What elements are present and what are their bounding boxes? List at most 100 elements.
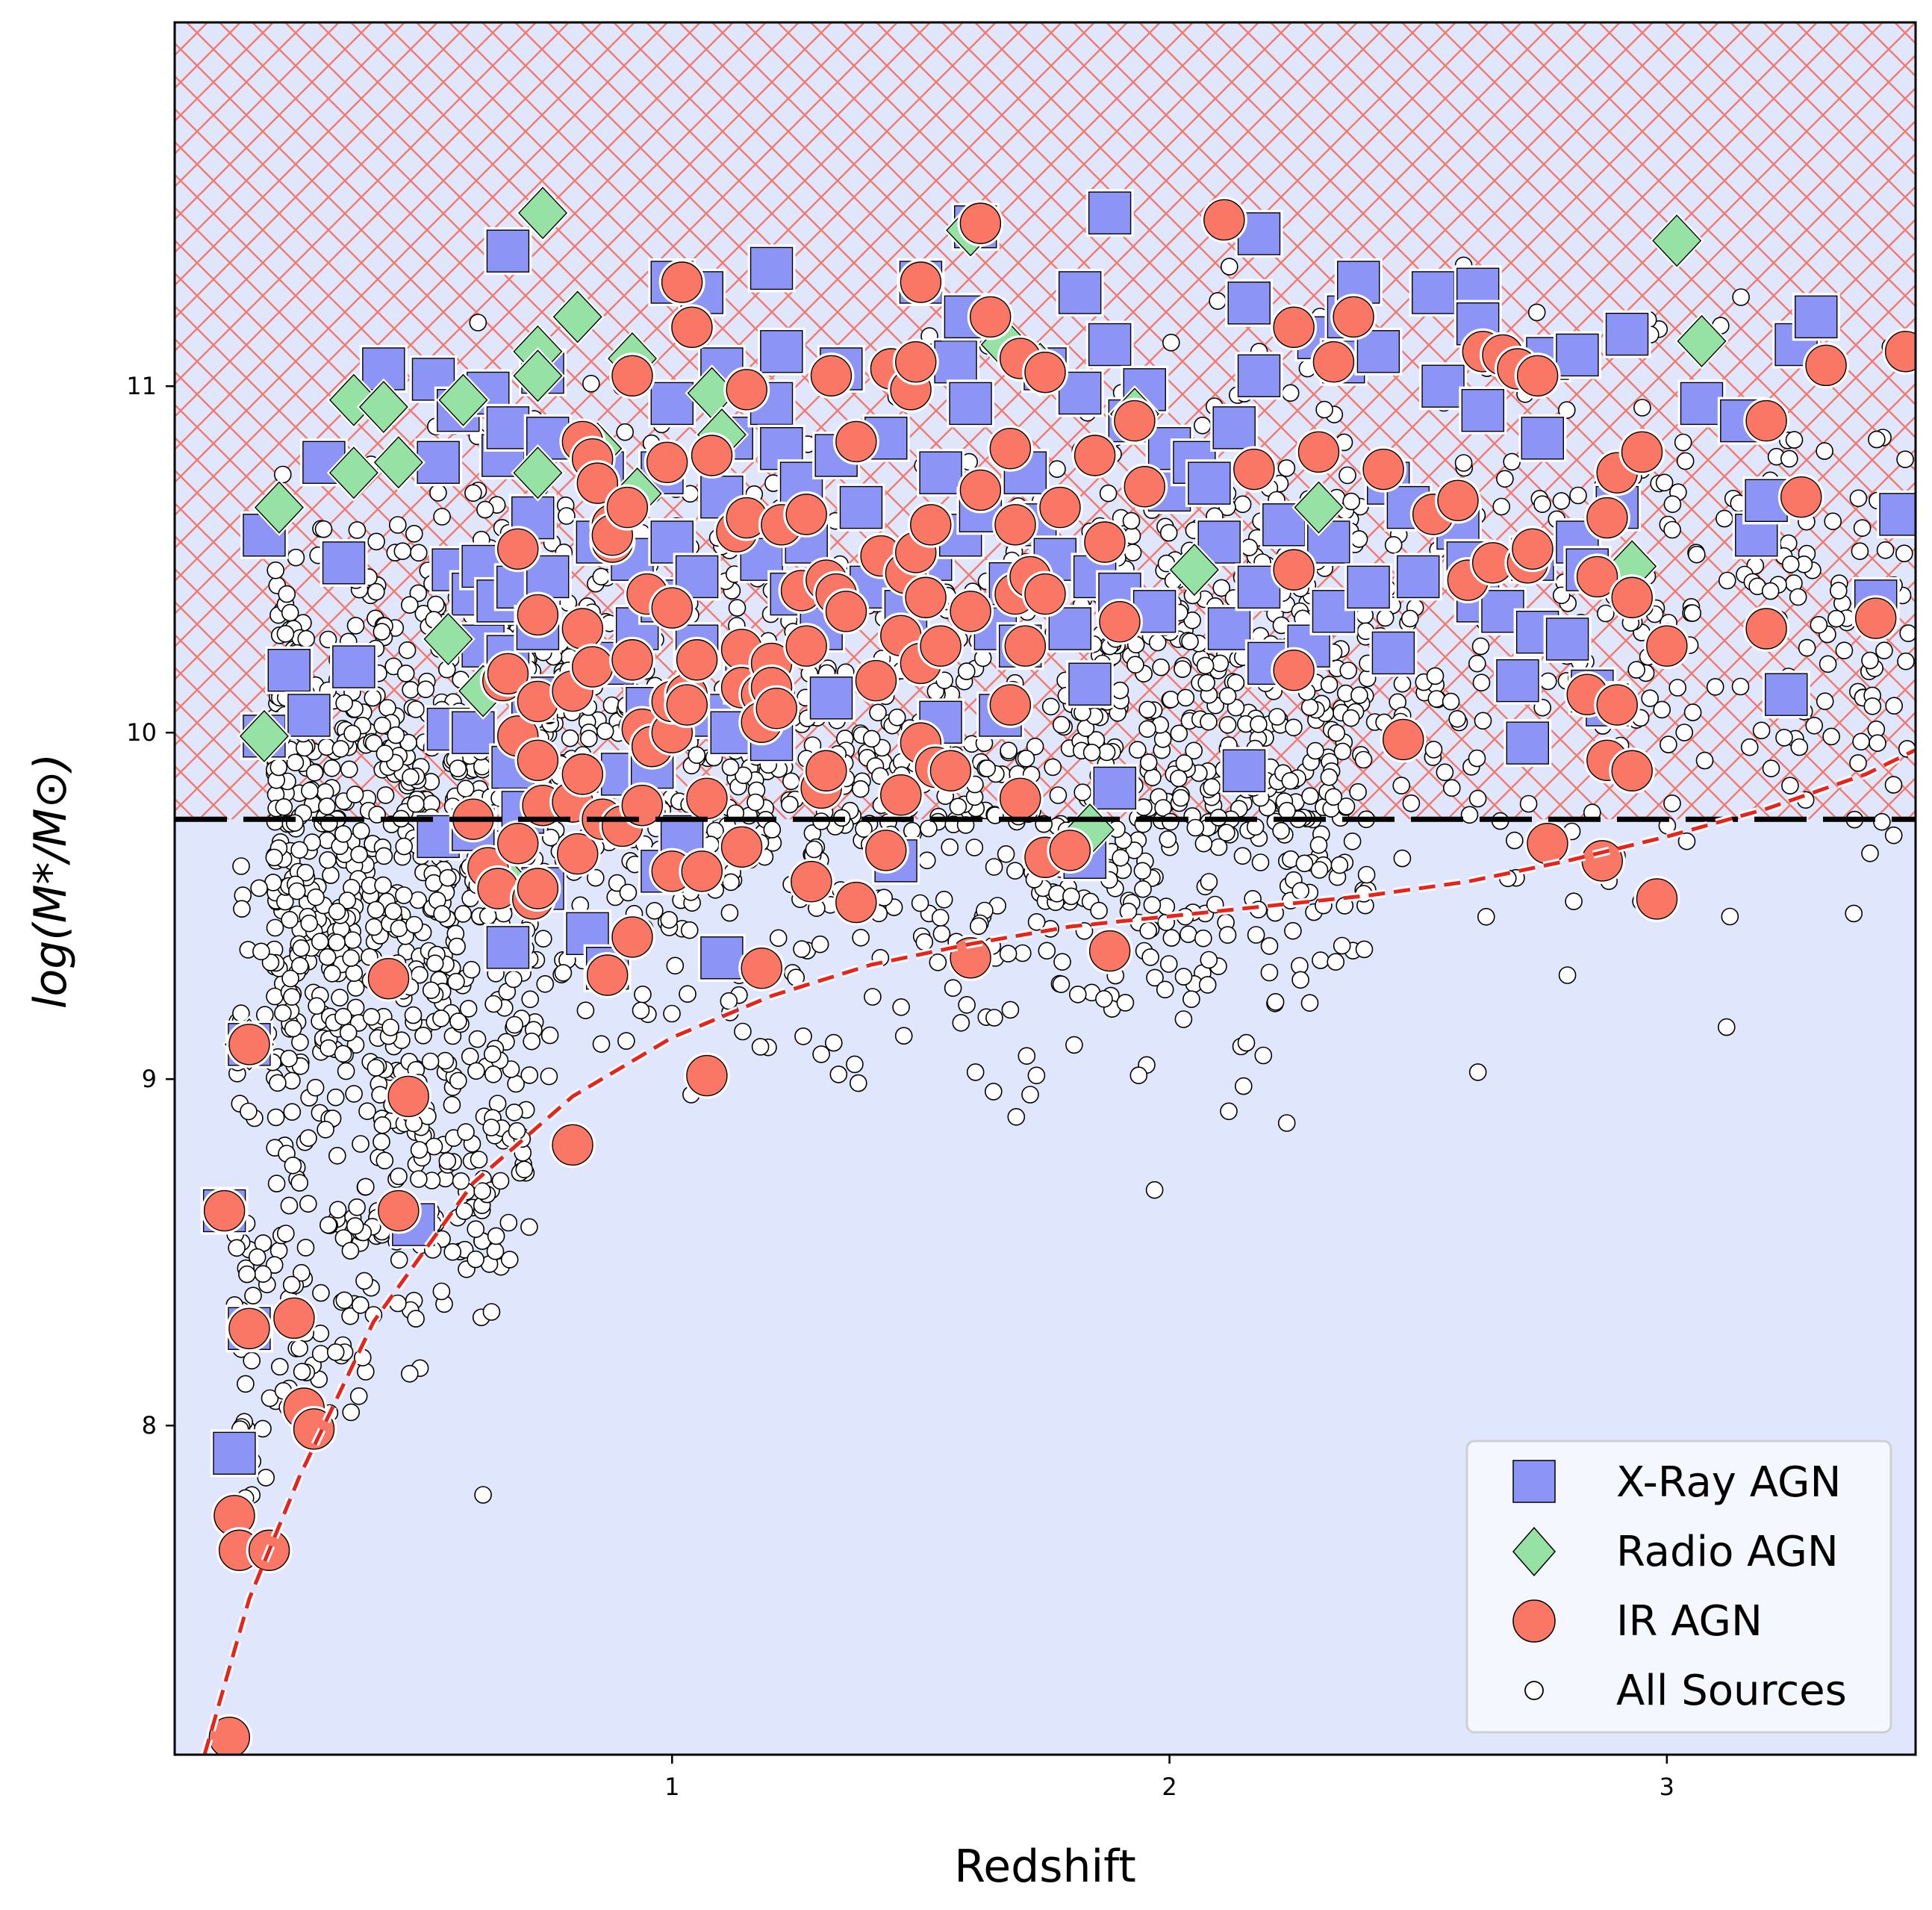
source-point [1474, 712, 1492, 730]
radio-agn-point-edge [513, 447, 563, 500]
source-point [1392, 777, 1410, 794]
source-point [331, 740, 350, 758]
source-point [373, 1133, 390, 1151]
source-point [1082, 743, 1101, 762]
source-point [1454, 454, 1473, 472]
source-point [265, 848, 284, 867]
source-point [341, 1307, 359, 1325]
source-point [540, 1026, 559, 1045]
source-point [1309, 836, 1328, 854]
source-point [1133, 862, 1152, 880]
source-point [328, 933, 346, 951]
source-point [1477, 908, 1495, 926]
source-point [592, 567, 611, 586]
ir-agn-point-edge [950, 937, 991, 979]
source-point [409, 584, 428, 603]
ir-agn-point-edge [910, 504, 952, 546]
source-point [1627, 661, 1645, 679]
source-point [334, 825, 352, 843]
source-point [1780, 449, 1798, 468]
source-point [1350, 686, 1368, 704]
source-point [482, 1303, 501, 1321]
source-point [1527, 303, 1546, 322]
source-point [345, 964, 364, 982]
source-point [508, 1122, 526, 1140]
source-point [449, 759, 467, 777]
source-point [407, 1310, 425, 1328]
source-point [467, 1062, 485, 1080]
source-point [582, 374, 600, 393]
source-point [341, 1242, 360, 1260]
source-point [254, 1419, 272, 1438]
source-point [1732, 288, 1750, 306]
source-point [1065, 1036, 1083, 1054]
source-point [362, 1008, 381, 1026]
source-point [720, 903, 739, 922]
source-point [1053, 715, 1071, 734]
source-point [505, 970, 523, 989]
xray-agn-point-edge [486, 406, 530, 449]
source-point [1816, 692, 1834, 711]
ir-agn-point-edge [1512, 528, 1554, 570]
ir-agn-point-edge [994, 504, 1036, 546]
source-point [688, 746, 706, 765]
source-point [1006, 862, 1024, 880]
source-point [1162, 690, 1180, 709]
source-point [1442, 692, 1460, 711]
source-point [894, 1027, 913, 1045]
source-point [1139, 753, 1158, 771]
legend-radio-label: Radio AGN [1616, 1528, 1839, 1576]
source-point [1798, 638, 1816, 657]
source-point [985, 1009, 1003, 1027]
source-point [284, 1157, 302, 1175]
source-point [734, 1022, 752, 1041]
source-point [390, 1167, 408, 1186]
source-point [462, 960, 481, 979]
source-point [663, 1004, 681, 1023]
source-point [1122, 511, 1141, 530]
source-point [407, 794, 425, 813]
xray-agn-point-edge [362, 347, 405, 391]
xray-agn-point-edge [949, 382, 992, 426]
source-point [608, 874, 626, 892]
source-point [409, 544, 428, 562]
source-point [274, 1004, 292, 1022]
completeness-curve-line [202, 748, 1916, 1755]
source-point [438, 868, 457, 887]
source-point [903, 821, 921, 840]
ir-agn-point-edge [586, 954, 629, 996]
source-point [376, 744, 394, 762]
ir-agn-point-edge [805, 750, 847, 791]
source-point [1007, 1108, 1026, 1126]
source-point [390, 1251, 408, 1269]
source-point [266, 987, 284, 1006]
source-point [311, 933, 329, 951]
source-point [1116, 994, 1135, 1012]
source-point [1053, 953, 1071, 971]
source-point [400, 1365, 419, 1383]
ir-agn-point-edge [228, 1024, 270, 1066]
source-point [920, 819, 938, 838]
ir-agn-point-edge [1114, 399, 1156, 442]
source-point [1156, 980, 1174, 999]
source-point [433, 508, 451, 526]
source-point [1863, 697, 1882, 715]
source-point [1170, 769, 1188, 788]
source-point [1218, 687, 1237, 705]
ir-agn-point-edge [517, 594, 559, 636]
source-point [1357, 865, 1376, 884]
ir-agn-point-edge [661, 261, 703, 303]
source-point [459, 1000, 478, 1018]
source-point [1402, 794, 1421, 812]
ir-agn-point-edge [989, 684, 1032, 726]
xray-agn-point-edge [1765, 673, 1808, 716]
source-point [864, 988, 882, 1006]
source-point [1897, 652, 1915, 671]
xray-agn-point-edge [486, 229, 530, 273]
ir-agn-point-edge [1646, 625, 1688, 667]
source-point [1468, 654, 1486, 673]
source-point [829, 1066, 848, 1083]
ir-agn-point-edge [1297, 431, 1340, 473]
xray-agn-point-edge [1879, 493, 1916, 536]
xray-agn-point-edge [1680, 382, 1724, 426]
